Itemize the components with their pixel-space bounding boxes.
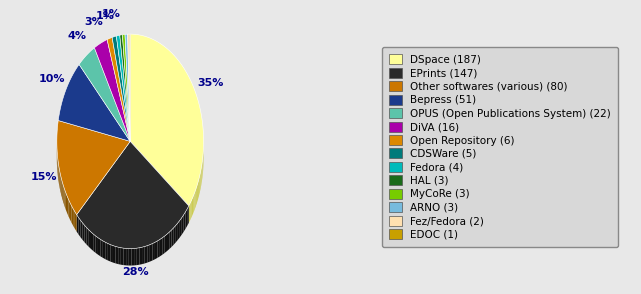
Legend: DSpace (187), EPrints (147), Other softwares (various) (80), Bepress (51), OPUS : DSpace (187), EPrints (147), Other softw… (382, 47, 618, 247)
Polygon shape (196, 186, 197, 207)
Polygon shape (169, 230, 172, 249)
Polygon shape (58, 64, 130, 141)
Polygon shape (150, 243, 153, 262)
Polygon shape (108, 243, 110, 262)
Polygon shape (88, 230, 91, 249)
Polygon shape (187, 206, 189, 226)
Polygon shape (129, 249, 131, 265)
Polygon shape (193, 193, 194, 213)
Polygon shape (115, 246, 118, 264)
Polygon shape (131, 248, 134, 265)
Polygon shape (147, 245, 150, 263)
Polygon shape (93, 234, 96, 253)
Polygon shape (194, 190, 196, 210)
Polygon shape (189, 203, 190, 223)
Polygon shape (112, 36, 130, 141)
Polygon shape (118, 247, 121, 265)
Polygon shape (91, 232, 93, 251)
Polygon shape (72, 206, 73, 226)
Polygon shape (103, 241, 105, 259)
Polygon shape (62, 182, 63, 203)
Polygon shape (85, 225, 87, 245)
Polygon shape (120, 35, 130, 141)
Polygon shape (77, 215, 78, 234)
Polygon shape (79, 48, 130, 141)
Polygon shape (121, 248, 124, 265)
Polygon shape (184, 212, 185, 232)
Polygon shape (94, 40, 130, 141)
Polygon shape (200, 172, 201, 193)
Polygon shape (165, 234, 167, 253)
Polygon shape (80, 220, 83, 240)
Polygon shape (134, 248, 137, 265)
Polygon shape (145, 246, 147, 263)
Polygon shape (160, 238, 162, 256)
Polygon shape (192, 196, 193, 217)
Polygon shape (129, 34, 130, 141)
Polygon shape (122, 34, 130, 141)
Polygon shape (77, 141, 189, 249)
Polygon shape (185, 209, 187, 229)
Text: 3%: 3% (85, 17, 103, 27)
Polygon shape (142, 246, 145, 264)
Text: 4%: 4% (67, 31, 87, 41)
Polygon shape (176, 223, 178, 242)
Text: 28%: 28% (122, 267, 148, 277)
Polygon shape (124, 248, 126, 265)
Text: 15%: 15% (31, 172, 58, 182)
Polygon shape (105, 242, 108, 260)
Text: 1%: 1% (101, 9, 120, 19)
Polygon shape (96, 236, 98, 255)
Polygon shape (65, 189, 66, 209)
Polygon shape (87, 228, 88, 247)
Polygon shape (126, 248, 129, 265)
Text: 1%: 1% (96, 11, 115, 21)
Polygon shape (75, 212, 77, 232)
Polygon shape (78, 218, 80, 237)
Polygon shape (113, 245, 115, 263)
Polygon shape (172, 228, 174, 247)
Polygon shape (128, 34, 130, 141)
Polygon shape (180, 218, 182, 237)
Polygon shape (174, 225, 176, 245)
Polygon shape (69, 199, 70, 219)
Polygon shape (107, 37, 130, 141)
Polygon shape (158, 239, 160, 258)
Polygon shape (98, 238, 101, 256)
Polygon shape (63, 186, 65, 206)
Polygon shape (153, 242, 155, 260)
Polygon shape (182, 215, 184, 235)
Polygon shape (199, 176, 200, 196)
Polygon shape (59, 167, 60, 188)
Polygon shape (66, 193, 67, 213)
Polygon shape (167, 232, 169, 251)
Text: 10%: 10% (38, 74, 65, 84)
Polygon shape (60, 175, 62, 195)
Polygon shape (162, 236, 165, 255)
Polygon shape (178, 220, 180, 240)
Polygon shape (67, 196, 69, 216)
Polygon shape (73, 209, 75, 229)
Polygon shape (110, 245, 113, 263)
Polygon shape (155, 241, 158, 259)
Polygon shape (140, 247, 142, 265)
Polygon shape (57, 121, 130, 215)
Polygon shape (190, 200, 192, 220)
Polygon shape (198, 179, 199, 200)
Text: 35%: 35% (197, 78, 224, 88)
Polygon shape (101, 239, 103, 258)
Polygon shape (197, 183, 198, 203)
Polygon shape (117, 35, 130, 141)
Polygon shape (137, 248, 140, 265)
Polygon shape (83, 223, 85, 242)
Polygon shape (125, 34, 130, 141)
Polygon shape (130, 34, 204, 206)
Polygon shape (70, 203, 72, 223)
